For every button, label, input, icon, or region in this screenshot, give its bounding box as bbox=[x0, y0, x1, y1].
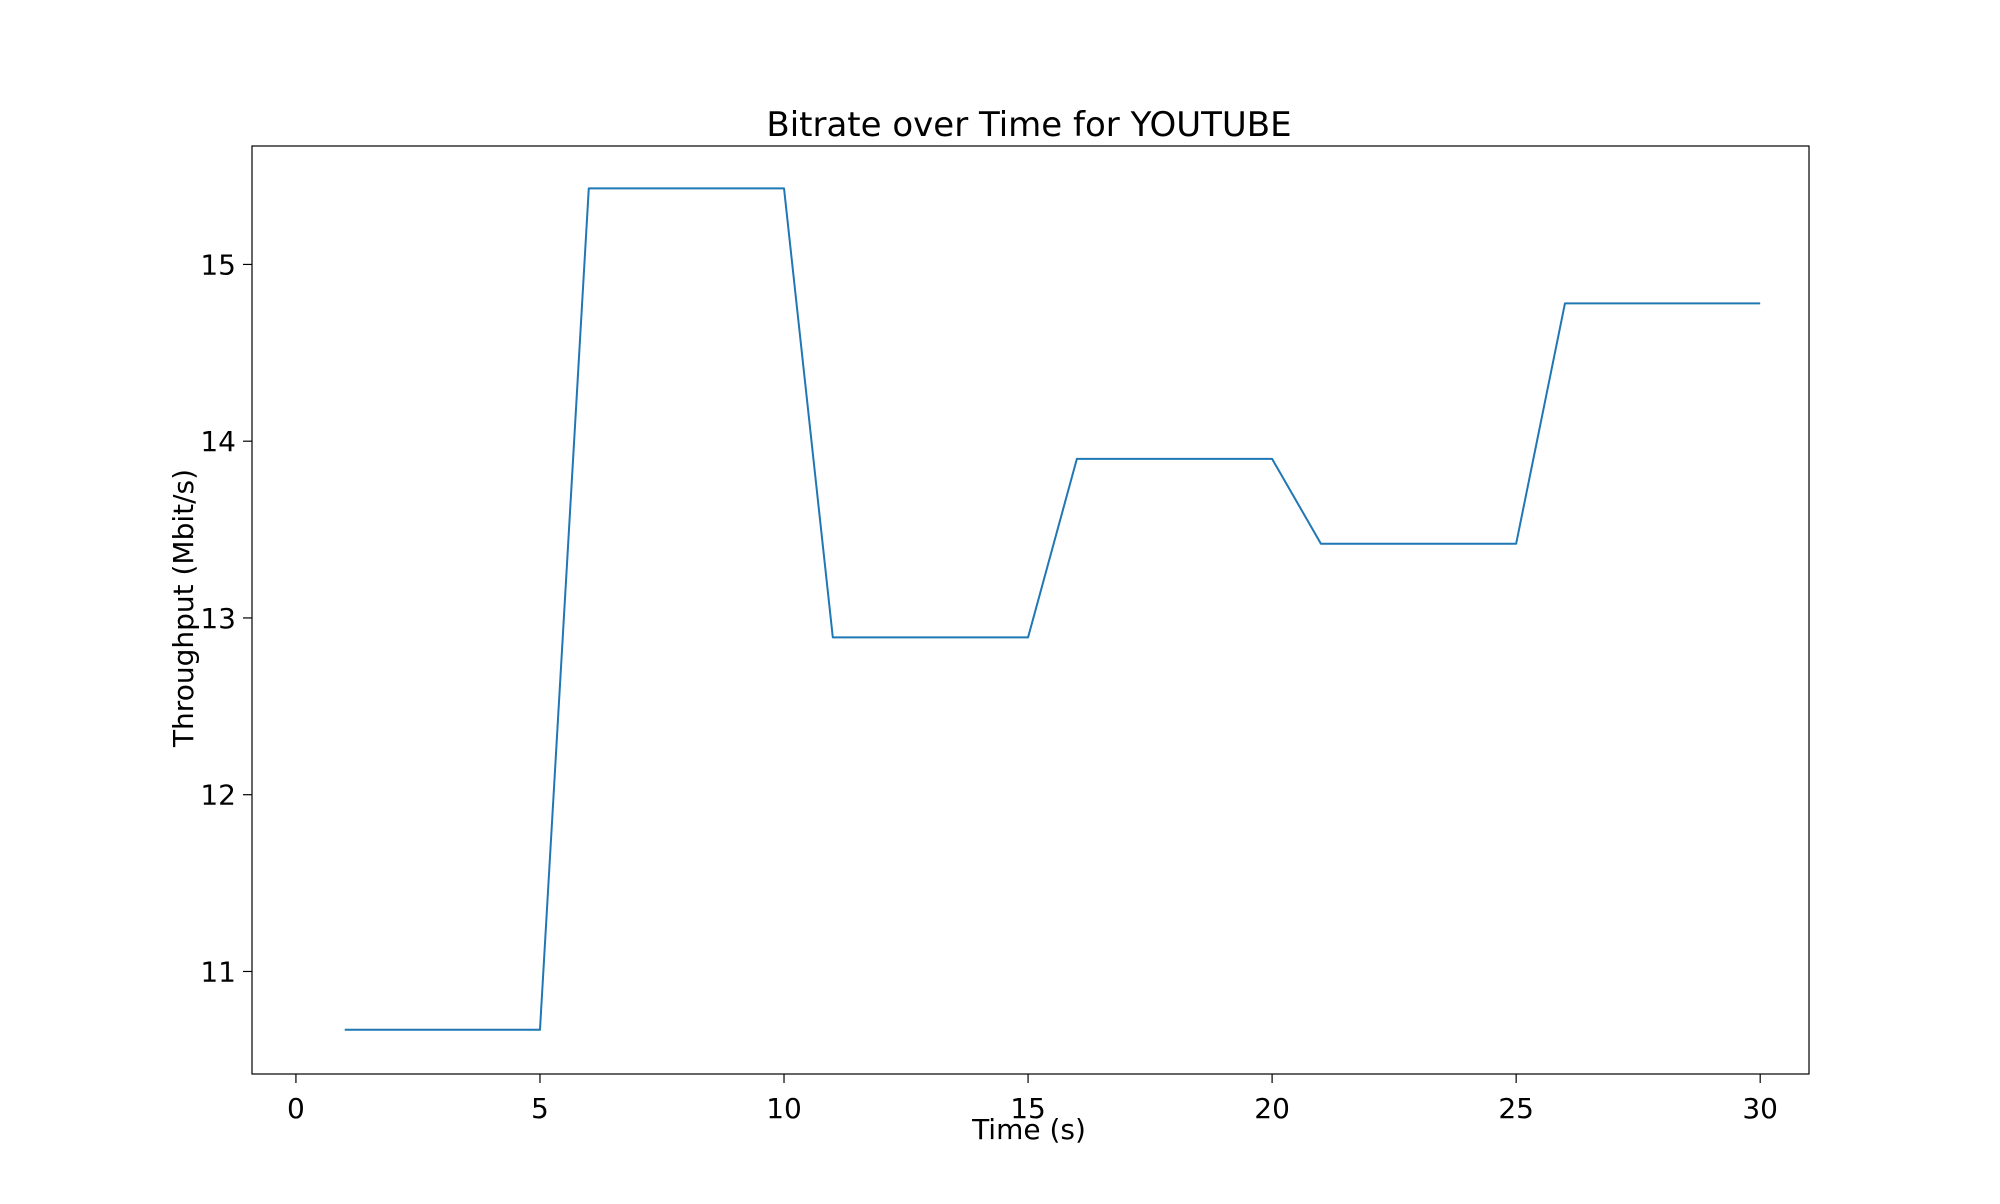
y-tick-label: 13 bbox=[200, 602, 236, 635]
x-tick-label: 20 bbox=[1254, 1092, 1290, 1125]
axes-frame bbox=[251, 145, 1810, 1075]
x-tick-label: 5 bbox=[531, 1092, 549, 1125]
y-axis-label: Throughput (Mbit/s) bbox=[167, 469, 200, 748]
y-tick-label: 12 bbox=[200, 779, 236, 812]
x-tick-label: 30 bbox=[1742, 1092, 1778, 1125]
y-tick-label: 11 bbox=[200, 955, 236, 988]
x-tick-label: 15 bbox=[1010, 1092, 1046, 1125]
x-tick-label: 10 bbox=[766, 1092, 802, 1125]
x-tick-label: 25 bbox=[1498, 1092, 1534, 1125]
x-tick-label: 0 bbox=[287, 1092, 305, 1125]
series-line-0 bbox=[344, 187, 1761, 1031]
y-tick-label: 15 bbox=[200, 248, 236, 281]
plot-area: 0 5 10 15 20 25 30 11 12 13 14 15 bbox=[200, 145, 1810, 1125]
x-axis-label: Time (s) bbox=[971, 1113, 1086, 1146]
y-tick-label: 14 bbox=[200, 425, 236, 458]
chart-title: Bitrate over Time for YOUTUBE bbox=[766, 105, 1291, 145]
